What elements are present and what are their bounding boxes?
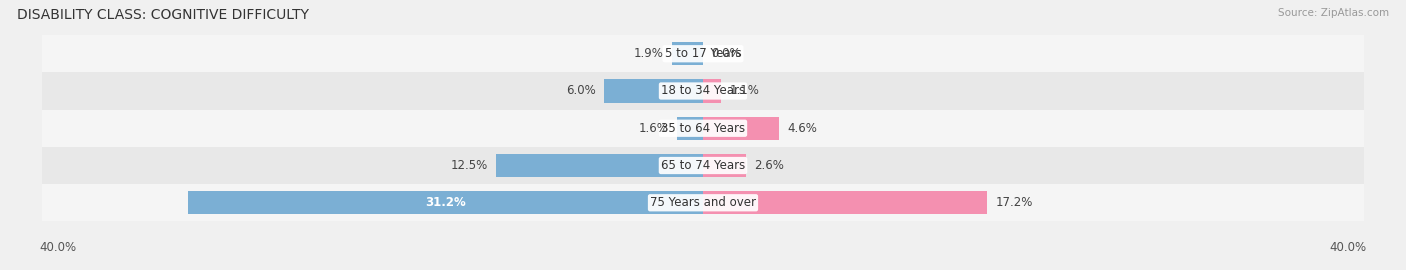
Bar: [42, 72, 1364, 110]
Text: Source: ZipAtlas.com: Source: ZipAtlas.com: [1278, 8, 1389, 18]
Text: 1.6%: 1.6%: [638, 122, 668, 135]
Text: 1.9%: 1.9%: [634, 47, 664, 60]
Text: 2.6%: 2.6%: [754, 159, 785, 172]
Bar: [42, 184, 1364, 221]
Text: 12.5%: 12.5%: [451, 159, 488, 172]
Text: 5 to 17 Years: 5 to 17 Years: [665, 47, 741, 60]
Text: 0.0%: 0.0%: [711, 47, 741, 60]
Bar: [605, 79, 703, 103]
Text: 40.0%: 40.0%: [1330, 241, 1367, 254]
Text: 18 to 34 Years: 18 to 34 Years: [661, 85, 745, 97]
Bar: [703, 79, 721, 103]
Text: 17.2%: 17.2%: [995, 196, 1033, 209]
Text: 4.6%: 4.6%: [787, 122, 817, 135]
Text: 35 to 64 Years: 35 to 64 Years: [661, 122, 745, 135]
Text: 1.1%: 1.1%: [730, 85, 759, 97]
Text: DISABILITY CLASS: COGNITIVE DIFFICULTY: DISABILITY CLASS: COGNITIVE DIFFICULTY: [17, 8, 309, 22]
Text: 65 to 74 Years: 65 to 74 Years: [661, 159, 745, 172]
Bar: [703, 191, 987, 214]
Bar: [42, 147, 1364, 184]
Bar: [42, 110, 1364, 147]
Bar: [42, 35, 1364, 72]
Bar: [703, 117, 779, 140]
Bar: [703, 154, 747, 177]
Text: 6.0%: 6.0%: [565, 85, 596, 97]
Bar: [187, 191, 703, 214]
Bar: [672, 42, 703, 65]
Text: 75 Years and over: 75 Years and over: [650, 196, 756, 209]
Text: 40.0%: 40.0%: [39, 241, 76, 254]
Bar: [676, 117, 703, 140]
Text: 31.2%: 31.2%: [425, 196, 465, 209]
Bar: [496, 154, 703, 177]
